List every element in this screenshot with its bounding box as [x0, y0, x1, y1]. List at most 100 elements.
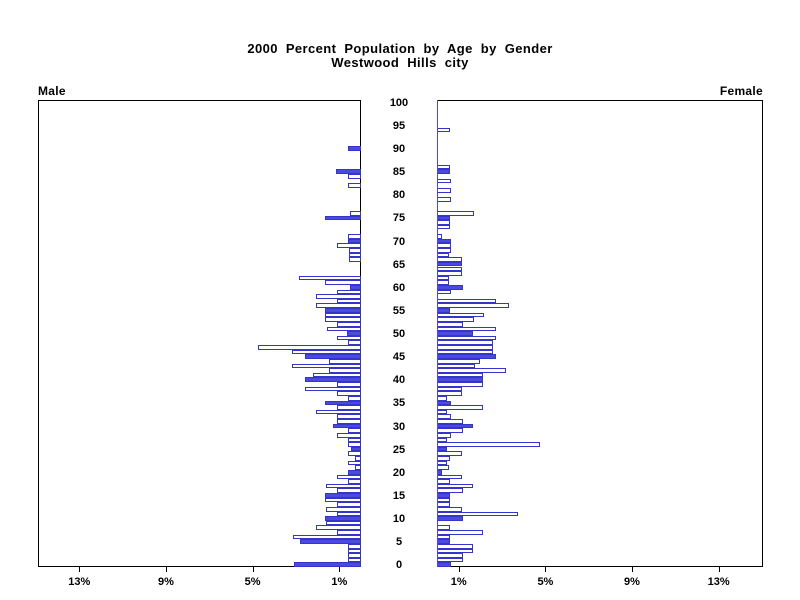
- bar-male-age-84: [348, 174, 361, 179]
- bar-male-age-19: [337, 474, 361, 480]
- bar-female-age-73: [437, 224, 450, 230]
- bar-male-age-24: [348, 451, 361, 456]
- male-axis-tick-5: [252, 567, 254, 572]
- bar-female-age-25: [437, 446, 447, 452]
- bar-male-age-8: [315, 525, 361, 530]
- age-axis-label-5: 5: [395, 536, 403, 549]
- bar-female-age-40: [437, 377, 483, 382]
- bar-male-age-40: [304, 377, 361, 382]
- bar-female-age-61: [437, 280, 449, 285]
- bar-female-age-55: [437, 308, 450, 313]
- bar-male-age-90: [348, 146, 361, 151]
- bar-female-age-67: [437, 252, 449, 258]
- bar-male-age-30: [332, 423, 361, 429]
- bar-female-age-65: [437, 261, 462, 267]
- bar-female-age-75: [437, 215, 450, 221]
- bar-male-age-28: [337, 432, 361, 438]
- bar-male-age-48: [348, 340, 361, 345]
- age-axis-label-0: 0: [395, 559, 403, 572]
- bar-female-age-48: [437, 340, 494, 345]
- bar-male-age-26: [348, 442, 361, 447]
- bar-male-age-61: [325, 280, 361, 285]
- female-axis-tick-13: [718, 567, 720, 572]
- bar-female-age-31: [437, 419, 463, 424]
- bar-male-age-44: [328, 358, 361, 364]
- bar-male-age-50: [346, 331, 361, 336]
- bar-male-age-53: [325, 317, 361, 322]
- bar-male-age-35: [325, 400, 361, 406]
- bar-female-age-28: [437, 432, 452, 438]
- male-axis-tick-13: [79, 567, 81, 572]
- male-side-label: Male: [38, 84, 66, 98]
- age-axis-label-70: 70: [392, 235, 406, 248]
- bar-female-age-36: [437, 395, 447, 401]
- bar-male-age-14: [325, 497, 361, 503]
- bar-male-age-0: [293, 562, 361, 567]
- bar-male-age-57: [337, 298, 361, 304]
- bar-female-age-86: [437, 164, 450, 170]
- age-axis-label-30: 30: [392, 420, 406, 433]
- bar-male-age-25: [351, 446, 361, 452]
- bar-male-age-1: [348, 557, 361, 563]
- bar-male-age-10: [325, 516, 361, 521]
- bar-female-age-76: [437, 211, 474, 216]
- bar-male-age-5: [300, 539, 361, 544]
- bar-female-age-4: [437, 543, 473, 549]
- bar-male-age-13: [337, 502, 361, 507]
- bar-male-age-85: [336, 169, 361, 174]
- bar-female-age-64: [437, 266, 462, 272]
- bar-male-age-41: [313, 372, 361, 378]
- male-axis-label-1: 1%: [331, 576, 348, 588]
- bar-male-age-45: [304, 354, 361, 359]
- bar-male-age-15: [325, 493, 361, 498]
- bar-female-age-42: [437, 368, 507, 373]
- male-axis-label-5: 5%: [244, 576, 261, 588]
- bar-male-age-62: [299, 275, 361, 281]
- bar-male-age-70: [348, 238, 361, 244]
- bar-female-age-44: [437, 358, 481, 364]
- bar-female-age-23: [437, 456, 450, 461]
- bar-female-age-11: [437, 511, 519, 517]
- bar-female-age-56: [437, 303, 509, 308]
- age-axis-label-45: 45: [392, 351, 406, 364]
- bar-male-age-42: [328, 368, 361, 373]
- bar-male-age-21: [354, 465, 361, 470]
- bar-male-age-46: [291, 349, 361, 355]
- bar-female-age-74: [437, 220, 450, 225]
- age-axis-label-90: 90: [392, 143, 406, 155]
- bar-male-age-20: [348, 469, 361, 475]
- bar-female-age-79: [437, 197, 452, 202]
- bar-female-age-45: [437, 354, 496, 359]
- age-axis-label-40: 40: [392, 374, 406, 387]
- bar-female-age-68: [437, 248, 452, 253]
- bar-male-age-71: [348, 234, 361, 239]
- bar-female-age-85: [437, 169, 450, 174]
- bar-male-age-12: [326, 506, 361, 512]
- bar-male-age-34: [337, 405, 361, 410]
- bar-male-age-4: [348, 543, 361, 549]
- bar-male-age-29: [348, 428, 361, 433]
- bar-male-age-7: [337, 530, 361, 535]
- bar-female-age-19: [437, 474, 462, 480]
- bar-female-age-24: [437, 451, 462, 456]
- bar-male-age-52: [337, 321, 361, 327]
- bar-male-age-58: [315, 294, 361, 299]
- bar-female-age-6: [437, 534, 450, 540]
- bar-male-age-6: [292, 534, 361, 540]
- female-axis-label-5: 5%: [537, 576, 554, 588]
- bar-female-age-18: [437, 479, 450, 484]
- age-axis-label-65: 65: [392, 258, 406, 271]
- bar-female-age-10: [437, 516, 463, 521]
- bar-female-age-13: [437, 502, 450, 507]
- bar-male-age-16: [337, 488, 361, 493]
- age-axis-label-55: 55: [392, 304, 406, 317]
- bar-male-age-17: [326, 483, 361, 489]
- bar-male-age-3: [348, 548, 361, 554]
- bar-female-age-29: [437, 428, 463, 433]
- bar-female-age-26: [437, 442, 540, 447]
- male-panel: [38, 100, 361, 567]
- bar-male-age-37: [337, 391, 361, 396]
- bar-female-age-16: [437, 488, 463, 493]
- bar-female-age-46: [437, 349, 494, 355]
- bar-female-age-39: [437, 382, 483, 387]
